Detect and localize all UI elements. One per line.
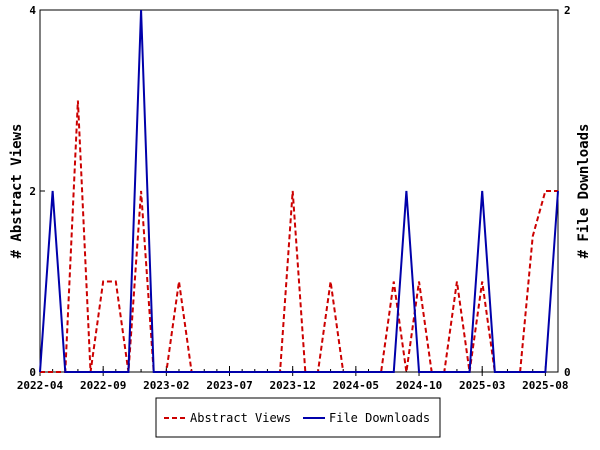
left-tick-label: 0 [29,366,36,379]
plot-frame [39,9,559,373]
series-line-file-downloads [39,9,559,373]
right-tick-label: 2 [564,4,571,17]
x-tick-label: 2022-04 [17,379,64,392]
left-axis-title: # Abstract Views [9,124,25,259]
legend-label-abstract-views: Abstract Views [190,411,291,425]
x-tick-label: 2023-02 [143,379,189,392]
legend-label-file-downloads: File Downloads [329,411,430,425]
x-tick-label: 2023-07 [206,379,252,392]
left-tick-label: 4 [29,4,36,17]
x-tick-label: 2023-12 [270,379,316,392]
x-tick-label: 2022-09 [80,379,126,392]
legend-box [155,397,441,438]
x-tick-label: 2024-10 [396,379,442,392]
series-line-abstract-views [40,100,558,373]
x-tick-label: 2025-03 [459,379,505,392]
x-tick-label: 2025-08 [522,379,568,392]
x-tick-label: 2024-05 [333,379,379,392]
left-tick-label: 2 [29,185,36,198]
right-axis-title: # File Downloads [576,124,592,259]
right-tick-label: 0 [564,366,571,379]
legend: Abstract Views File Downloads [155,397,441,438]
